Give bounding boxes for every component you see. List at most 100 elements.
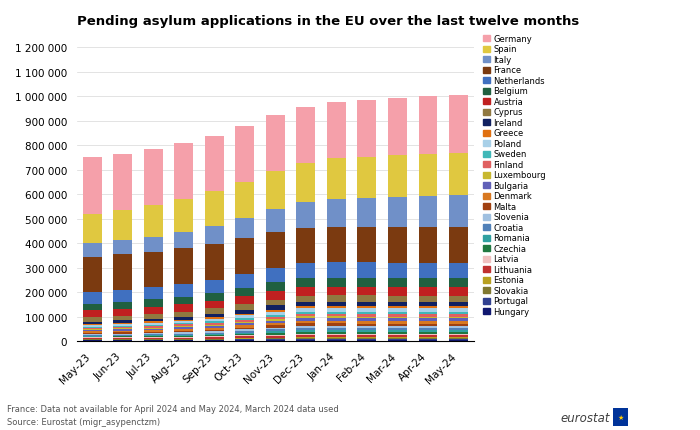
Bar	[83, 333, 102, 335]
Bar	[144, 338, 162, 339]
Bar	[419, 302, 438, 307]
Bar	[266, 116, 285, 172]
Bar	[296, 330, 316, 332]
Bar	[327, 340, 346, 341]
Bar	[174, 336, 193, 337]
Bar	[113, 327, 132, 329]
Bar	[358, 157, 377, 198]
Bar	[174, 284, 193, 297]
Bar	[266, 328, 285, 330]
Bar	[266, 326, 285, 328]
Bar	[419, 312, 438, 314]
Bar	[419, 324, 438, 326]
Bar	[235, 338, 254, 339]
Bar	[266, 333, 285, 335]
Bar	[388, 288, 407, 296]
Bar	[174, 320, 193, 321]
Bar	[296, 278, 316, 287]
Bar	[419, 279, 438, 288]
Bar	[144, 319, 162, 322]
Bar	[235, 219, 254, 239]
Bar	[83, 292, 102, 304]
Bar	[327, 308, 346, 312]
Bar	[327, 287, 346, 296]
Bar	[358, 337, 377, 338]
Text: eurostat: eurostat	[560, 412, 610, 424]
Bar	[144, 325, 162, 326]
Bar	[358, 319, 377, 321]
Bar	[449, 317, 468, 319]
Bar	[235, 336, 254, 337]
Bar	[266, 306, 285, 310]
Bar	[419, 329, 438, 331]
Bar	[449, 154, 468, 196]
Bar	[83, 311, 102, 317]
Bar	[449, 339, 468, 340]
Bar	[358, 302, 377, 307]
Bar	[205, 332, 224, 333]
Bar	[205, 245, 224, 280]
Bar	[174, 340, 193, 341]
Bar	[266, 268, 285, 283]
Bar	[449, 312, 468, 314]
Bar	[113, 329, 132, 330]
Bar	[449, 329, 468, 331]
Bar	[235, 314, 254, 316]
Bar	[205, 333, 224, 334]
Bar	[174, 144, 193, 200]
Bar	[266, 332, 285, 333]
Bar	[144, 322, 162, 323]
Bar	[388, 319, 407, 321]
Bar	[266, 172, 285, 210]
Bar	[327, 324, 346, 326]
Bar	[296, 318, 316, 321]
Bar	[327, 332, 346, 334]
Bar	[144, 326, 162, 328]
Bar	[113, 302, 132, 309]
Bar	[144, 300, 162, 307]
Bar	[113, 290, 132, 302]
Bar	[296, 302, 316, 307]
Bar	[174, 297, 193, 304]
Bar	[235, 339, 254, 340]
Bar	[174, 249, 193, 284]
Bar	[419, 337, 438, 338]
Bar	[266, 319, 285, 321]
Bar	[449, 321, 468, 324]
Bar	[235, 333, 254, 334]
Bar	[113, 330, 132, 331]
Bar	[296, 264, 316, 278]
Bar	[296, 340, 316, 341]
Bar	[419, 296, 438, 302]
Bar	[358, 332, 377, 334]
Bar	[144, 333, 162, 335]
Bar	[113, 335, 132, 336]
Bar	[235, 316, 254, 318]
Bar	[205, 319, 224, 321]
Bar	[235, 318, 254, 320]
Bar	[388, 312, 407, 314]
Bar	[358, 312, 377, 314]
Bar	[205, 330, 224, 332]
Bar	[419, 331, 438, 332]
Bar	[419, 339, 438, 340]
Bar	[235, 310, 254, 314]
Bar	[327, 306, 346, 308]
Text: France: Data not available for April 2024 and May 2024, March 2024 data used: France: Data not available for April 202…	[7, 404, 339, 413]
Bar	[449, 324, 468, 326]
Bar	[327, 296, 346, 302]
Bar	[205, 301, 224, 309]
Bar	[358, 340, 377, 341]
Bar	[83, 324, 102, 326]
Bar	[144, 252, 162, 288]
Bar	[174, 317, 193, 320]
Bar	[235, 288, 254, 296]
Bar	[358, 278, 377, 287]
Bar	[113, 154, 132, 210]
Bar	[296, 316, 316, 318]
Bar	[205, 314, 224, 317]
Bar	[266, 300, 285, 306]
Bar	[388, 307, 407, 309]
Bar	[144, 206, 162, 237]
Bar	[235, 331, 254, 333]
